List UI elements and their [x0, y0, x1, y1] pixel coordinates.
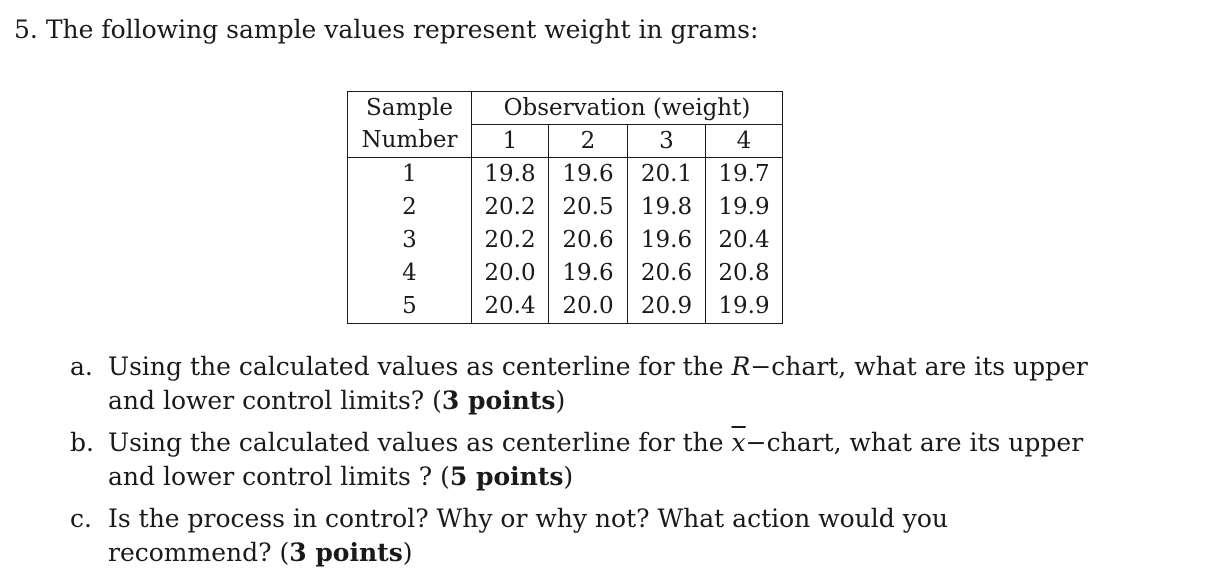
part-b-text: Using the calculated values as centerlin…	[108, 426, 1090, 494]
x-bar-symbol: x	[731, 428, 746, 457]
table-cell: 19.9	[705, 290, 783, 324]
part-b-text-start: Using the calculated values as centerlin…	[108, 428, 732, 457]
sample-header-line2: Number	[347, 124, 472, 158]
table-cell: 20.4	[705, 224, 783, 257]
table-row: 4 20.0 19.6 20.6 20.8	[347, 257, 783, 290]
table-row: 5 20.4 20.0 20.9 19.9	[347, 290, 783, 324]
part-c-close: )	[402, 538, 413, 567]
table-cell: 19.6	[627, 224, 706, 257]
table-cell: 19.6	[548, 257, 628, 290]
table-cell: 20.9	[627, 290, 706, 324]
sample-header-line1: Sample	[347, 91, 472, 125]
table-row: 1 19.8 19.6 20.1 19.7	[347, 157, 783, 191]
part-a-close: )	[555, 386, 566, 415]
part-b-points: 5 points	[449, 462, 564, 491]
table-cell: 19.8	[627, 191, 706, 224]
part-b-close: )	[563, 462, 574, 491]
question-text: The following sample values represent we…	[45, 15, 759, 44]
part-a-letter: a.	[70, 352, 93, 381]
observation-table: Sample Observation (weight) Number 1 2 3…	[347, 91, 783, 324]
part-c: c. Is the process in control? Why or why…	[70, 502, 1090, 570]
part-c-points: 3 points	[289, 538, 403, 567]
sample-number: 3	[347, 224, 472, 257]
table-cell: 20.1	[627, 157, 706, 191]
obs-header-4: 4	[705, 124, 783, 158]
observation-group-header: Observation (weight)	[471, 91, 783, 125]
table-cell: 20.6	[548, 224, 628, 257]
part-a-text-end: −chart, what are its upper and lower con…	[108, 352, 1088, 415]
table-cell: 20.5	[548, 191, 628, 224]
part-c-text-start: Is the process in control? Why or why no…	[108, 504, 948, 567]
part-a-text-start: Using the calculated values as centerlin…	[108, 352, 732, 381]
r-symbol: R	[731, 352, 751, 381]
question-number: 5.	[14, 15, 38, 44]
table-cell: 20.6	[627, 257, 706, 290]
table-cell: 20.2	[484, 194, 536, 220]
table-row: 2 20.2 20.5 19.8 19.9	[347, 191, 783, 224]
table-cell: 19.9	[705, 191, 783, 224]
part-b: b. Using the calculated values as center…	[70, 426, 1090, 494]
part-c-letter: c.	[70, 504, 92, 533]
sample-number: 1	[347, 157, 472, 191]
question-heading: 5. The following sample values represent…	[14, 15, 758, 44]
part-a-points: 3 points	[441, 386, 556, 415]
obs-header-2: 2	[548, 124, 628, 158]
part-c-text: Is the process in control? Why or why no…	[108, 502, 1090, 570]
table-cell: 20.0	[484, 260, 536, 286]
table-cell: 20.2	[484, 227, 536, 253]
table-cell: 19.6	[548, 157, 628, 191]
table-cell: 20.0	[548, 290, 628, 324]
part-a: a. Using the calculated values as center…	[70, 350, 1090, 418]
part-b-letter: b.	[70, 428, 94, 457]
sample-number: 5	[347, 290, 472, 324]
part-a-text: Using the calculated values as centerlin…	[108, 350, 1090, 418]
table-cell: 19.7	[705, 157, 783, 191]
table-cell: 20.4	[471, 290, 549, 324]
part-b-text-end: −chart, what are its upper and lower con…	[108, 428, 1084, 491]
question-parts: a. Using the calculated values as center…	[70, 350, 1090, 578]
obs-header-3: 3	[627, 124, 706, 158]
table-cell: 20.8	[705, 257, 783, 290]
sample-number: 4	[347, 257, 472, 290]
table-cell: 19.8	[484, 161, 536, 187]
sample-number: 2	[347, 191, 472, 224]
obs-header-1: 1	[471, 124, 549, 158]
table-row: 3 20.2 20.6 19.6 20.4	[347, 224, 783, 257]
